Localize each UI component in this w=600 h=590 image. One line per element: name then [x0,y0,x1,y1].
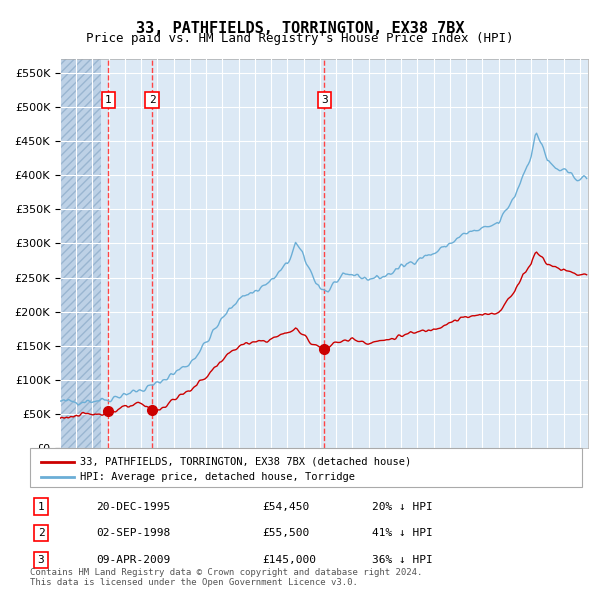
Text: 41% ↓ HPI: 41% ↓ HPI [372,528,433,538]
Text: Contains HM Land Registry data © Crown copyright and database right 2024.
This d: Contains HM Land Registry data © Crown c… [30,568,422,587]
Text: £54,450: £54,450 [262,502,309,512]
Text: 20-DEC-1995: 20-DEC-1995 [96,502,170,512]
Text: 33, PATHFIELDS, TORRINGTON, EX38 7BX: 33, PATHFIELDS, TORRINGTON, EX38 7BX [136,21,464,35]
Text: 09-APR-2009: 09-APR-2009 [96,555,170,565]
Text: 3: 3 [38,555,44,565]
Text: 2: 2 [149,95,155,105]
Text: HPI: Average price, detached house, Torridge: HPI: Average price, detached house, Torr… [80,472,355,482]
Bar [60,59,101,448]
Text: Price paid vs. HM Land Registry's House Price Index (HPI): Price paid vs. HM Land Registry's House … [86,32,514,45]
Text: 33, PATHFIELDS, TORRINGTON, EX38 7BX (detached house): 33, PATHFIELDS, TORRINGTON, EX38 7BX (de… [80,457,411,467]
Text: £55,500: £55,500 [262,528,309,538]
Text: 20% ↓ HPI: 20% ↓ HPI [372,502,433,512]
Text: £145,000: £145,000 [262,555,316,565]
Text: 3: 3 [321,95,328,105]
Text: 2: 2 [38,528,44,538]
Text: 02-SEP-1998: 02-SEP-1998 [96,528,170,538]
FancyBboxPatch shape [30,448,582,487]
Text: 1: 1 [105,95,112,105]
Text: 1: 1 [38,502,44,512]
Text: 36% ↓ HPI: 36% ↓ HPI [372,555,433,565]
